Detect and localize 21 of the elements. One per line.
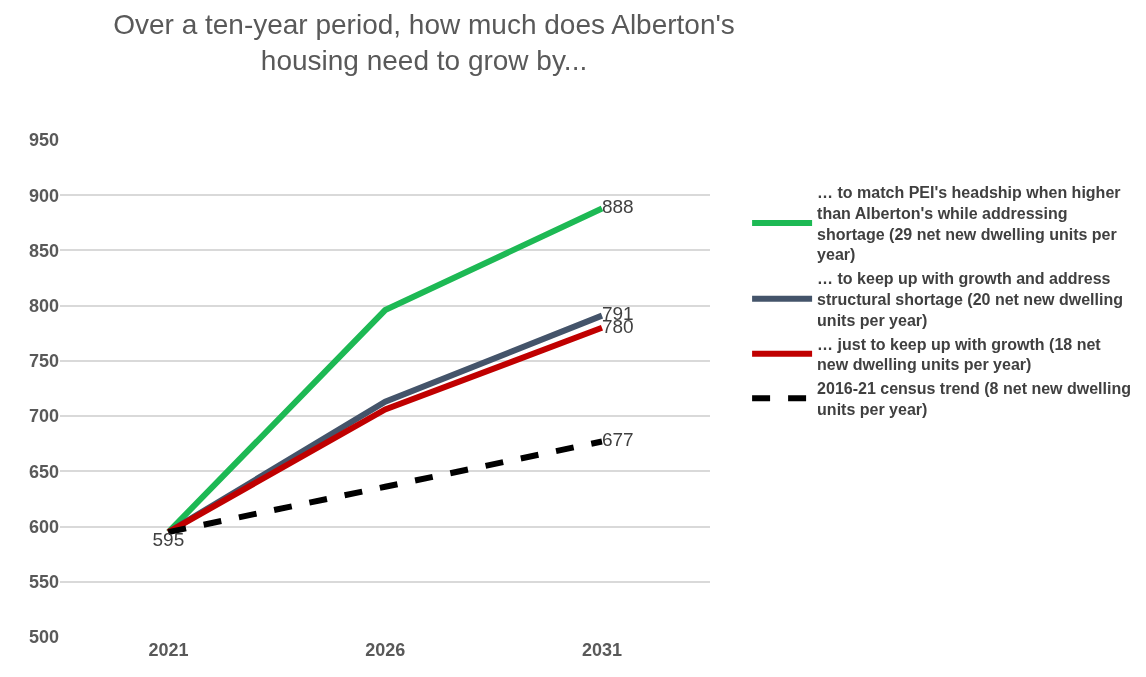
data-label: 595 [152, 529, 185, 551]
y-tick-label: 650 [28, 461, 59, 482]
y-tick-label: 850 [28, 240, 59, 261]
legend-label: … just to keep up with growth (18 net new dwelling units per year) [817, 335, 1102, 374]
y-tick-label: 900 [28, 185, 59, 206]
legend-label: … to keep up with growth and address structural shortage (20 net new dwelling units per year) [817, 270, 1123, 329]
x-tick-label: 2031 [581, 640, 622, 660]
chart-title: Over a ten-year period, how much does Alberton's housing need to grow by... [113, 8, 735, 77]
y-tick-label: 550 [28, 572, 59, 593]
y-tick-label: 500 [28, 627, 59, 648]
data-label: 888 [601, 196, 634, 218]
y-tick-label: 750 [28, 351, 59, 372]
y-tick-label: 700 [28, 406, 59, 427]
x-tick-label: 2026 [365, 640, 406, 660]
y-tick-label: 800 [28, 295, 59, 316]
data-label: 677 [601, 429, 634, 451]
y-tick-label: 950 [28, 130, 59, 151]
x-tick-label: 2021 [148, 640, 189, 660]
legend-label: 2016-21 census trend (8 net new dwelling units per year) [817, 380, 1131, 418]
legend-label: … to match PEI's headship when higher than Alberton's while addressing shortage (29 net new dwelling units per year) [817, 183, 1121, 264]
y-tick-label: 600 [28, 516, 59, 537]
